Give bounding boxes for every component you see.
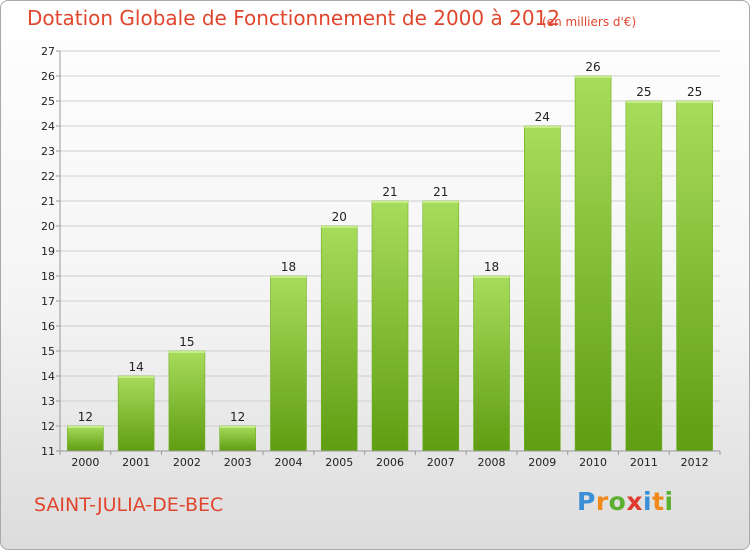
logo-letter: P — [577, 487, 596, 516]
logo-letter: o — [608, 487, 627, 516]
logo-letter: r — [595, 487, 609, 516]
y-tick-label: 15 — [41, 345, 55, 358]
x-tick-label: 2007 — [427, 456, 455, 469]
logo-letter: t — [652, 487, 665, 516]
bars: 12 14 15 12 18 20 21 21 18 24 26 25 25 — [67, 60, 713, 452]
value-label: 15 — [179, 335, 194, 349]
y-tick-label: 13 — [41, 395, 55, 408]
bar-highlight — [168, 351, 205, 353]
bar — [67, 425, 104, 452]
x-tick-label: 2001 — [122, 456, 150, 469]
bar — [422, 200, 460, 452]
y-tick-label: 18 — [41, 270, 55, 283]
x-tick-label: 2006 — [376, 456, 404, 469]
y-tick-label: 24 — [41, 120, 55, 133]
bar — [473, 275, 510, 452]
y-tick-label: 23 — [41, 145, 55, 158]
y-tick-label: 27 — [41, 45, 55, 58]
y-tick-label: 26 — [41, 70, 55, 83]
bar — [574, 75, 612, 452]
value-label: 25 — [636, 85, 651, 99]
logo-letter: x — [626, 487, 643, 516]
bar-highlight — [270, 276, 307, 278]
bar — [117, 375, 155, 452]
value-label: 12 — [78, 410, 93, 424]
value-label: 25 — [687, 85, 702, 99]
x-tick-label: 2000 — [71, 456, 99, 469]
bar — [320, 225, 358, 452]
bar-highlight — [118, 376, 155, 378]
bar-highlight — [524, 126, 561, 128]
x-tick-label: 2008 — [478, 456, 506, 469]
bar — [524, 125, 561, 452]
x-tick-label: 2005 — [325, 456, 353, 469]
y-tick-label: 19 — [41, 245, 55, 258]
axes: 11 12 13 14 15 16 17 18 19 20 21 22 23 24 25 26 27 2000 20… — [41, 45, 721, 469]
value-label: 18 — [281, 260, 296, 274]
value-label: 26 — [585, 60, 600, 74]
bar — [270, 275, 307, 452]
chart-unit-label: (en milliers d'€) — [542, 15, 637, 29]
bar — [219, 425, 256, 452]
x-tick-label: 2009 — [528, 456, 556, 469]
value-label: 24 — [535, 110, 550, 124]
bar — [625, 100, 663, 452]
value-label: 20 — [332, 210, 347, 224]
value-label: 21 — [382, 185, 397, 199]
x-tick-label: 2010 — [579, 456, 607, 469]
bar-highlight — [67, 426, 104, 428]
chart-title: Dotation Globale de Fonctionnement de 20… — [27, 6, 560, 30]
y-tick-label: 25 — [41, 95, 55, 108]
y-tick-label: 12 — [41, 420, 55, 433]
bar-highlight — [625, 101, 662, 103]
x-tick-label: 2003 — [224, 456, 252, 469]
bar — [676, 100, 713, 452]
bar-highlight — [422, 201, 459, 203]
value-label: 21 — [433, 185, 448, 199]
value-label: 14 — [129, 360, 144, 374]
value-label: 12 — [230, 410, 245, 424]
y-tick-label: 20 — [41, 220, 55, 233]
x-tick-label: 2004 — [274, 456, 302, 469]
x-tick-label: 2011 — [630, 456, 658, 469]
x-tick-label: 2002 — [173, 456, 201, 469]
commune-name: SAINT-JULIA-DE-BEC — [34, 494, 224, 516]
bar-highlight — [372, 201, 408, 203]
y-tick-label: 22 — [41, 170, 55, 183]
y-tick-label: 14 — [41, 370, 55, 383]
logo-letter: i — [664, 487, 674, 516]
bar-highlight — [219, 426, 256, 428]
bar-highlight — [575, 76, 612, 78]
proxiti-logo[interactable]: Proxiti — [577, 487, 674, 516]
bar — [371, 200, 409, 452]
bar — [168, 350, 206, 452]
bar-highlight — [473, 276, 510, 278]
y-tick-label: 16 — [41, 320, 55, 333]
bar-highlight — [676, 101, 713, 103]
y-tick-label: 11 — [41, 445, 55, 458]
logo-letter: i — [643, 487, 653, 516]
y-tick-label: 17 — [41, 295, 55, 308]
x-tick-label: 2012 — [681, 456, 709, 469]
y-tick-label: 21 — [41, 195, 55, 208]
bar-highlight — [321, 226, 358, 228]
value-label: 18 — [484, 260, 499, 274]
